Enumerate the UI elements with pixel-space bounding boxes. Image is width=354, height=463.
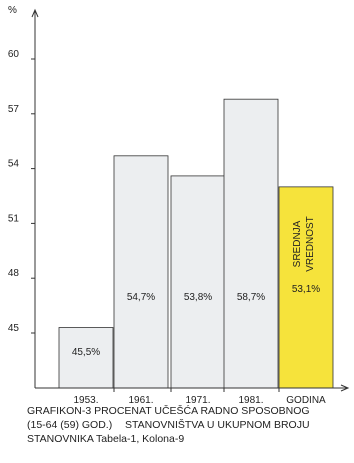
x-tick-label: 1961.	[128, 395, 153, 406]
x-tick-label: 1971.	[185, 395, 210, 406]
data-label: 54,7%	[127, 292, 155, 303]
chart-caption-line-2-right: STANOVNIŠTVA U UKUPNOM BROJU	[125, 419, 310, 431]
average-bar-label: VREDNOST	[305, 216, 316, 272]
bar-1953	[58, 327, 114, 389]
x-tick-label: 1981.	[238, 395, 263, 406]
data-label: 53,8%	[184, 292, 212, 303]
y-axis-arrow	[31, 8, 39, 18]
bar-1971	[170, 175, 226, 389]
y-tick-label: 57	[8, 104, 20, 115]
y-tick-label: 51	[8, 213, 20, 224]
y-axis-label: %	[8, 5, 17, 16]
data-label: 58,7%	[237, 292, 265, 303]
x-tick-label: 1953.	[73, 395, 98, 406]
x-tick-label: GODINA	[286, 395, 326, 406]
chart-caption-line-2-left: (15-64 (59) GOD.)	[27, 419, 113, 431]
average-bar	[278, 186, 334, 389]
chart-caption-line-3: STANOVNIKA Tabela-1, Kolona-9	[27, 433, 185, 445]
y-tick-label: 45	[8, 323, 20, 334]
average-bar-label: SREDNJA	[292, 220, 303, 267]
data-label: 53,1%	[292, 284, 320, 295]
data-label: 45,5%	[72, 347, 100, 358]
bar-1961	[113, 155, 169, 389]
y-tick-label: 48	[8, 268, 20, 279]
chart-caption-line-1: GRAFIKON-3 PROCENAT UČEŠĆA RADNO SPOSOBN…	[27, 405, 310, 417]
bar-1981	[223, 98, 279, 389]
x-axis-arrow	[340, 384, 350, 392]
y-tick-label: 60	[8, 49, 20, 60]
y-tick-label: 54	[8, 159, 20, 170]
